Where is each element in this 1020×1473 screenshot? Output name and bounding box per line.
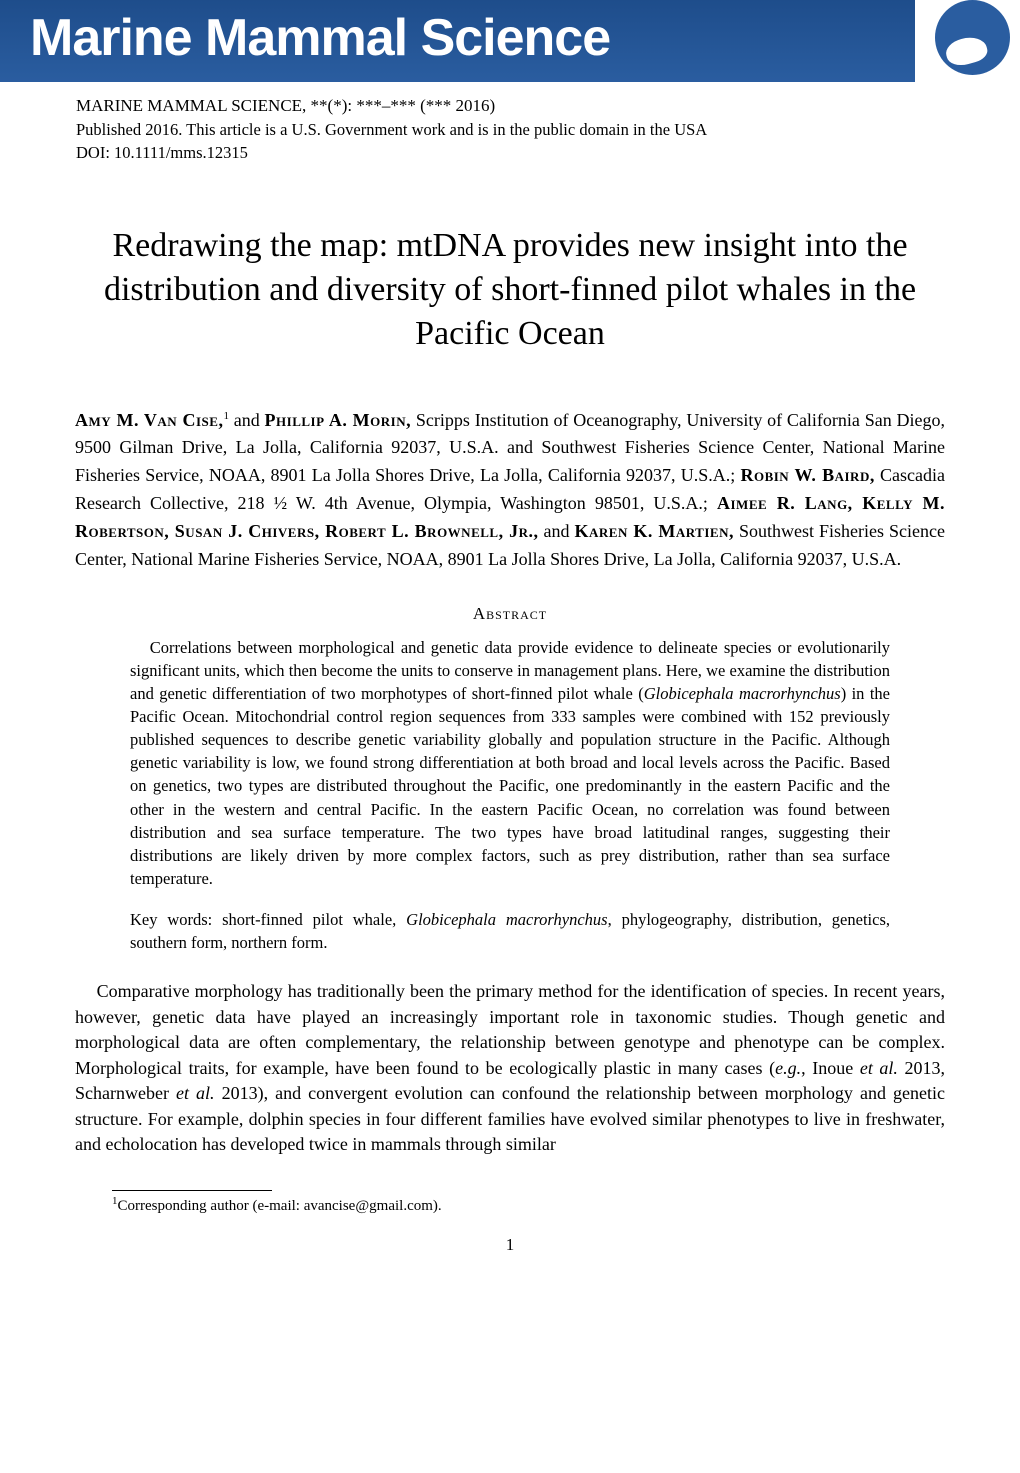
publication-meta: MARINE MAMMAL SCIENCE, **(*): ***–*** (*… [0,82,1020,164]
keywords-label: Key words: short-finned pilot whale, [130,910,406,929]
article-title: Redrawing the map: mtDNA provides new in… [0,164,1020,387]
body-paragraph-1: Comparative morphology has traditionally… [0,954,1020,1158]
authors-block: Amy M. Van Cise,1 and Phillip A. Morin, … [0,387,1020,574]
etal-1: et al. [860,1058,898,1078]
species-name-1: Globicephala macrorhynchus [644,684,841,703]
publication-note: Published 2016. This article is a U.S. G… [76,118,944,141]
banner-title-box: Marine Mammal Science [0,0,915,82]
author-8: Karen K. Martien, [575,521,734,541]
abstract-heading: Abstract [0,574,1020,636]
doi-line: DOI: 10.1111/mms.12315 [76,141,944,164]
author-3: Robin W. Baird, [740,465,874,485]
abstract-text-post: ) in the Pacific Ocean. Mitochondrial co… [130,684,890,888]
author-2: Phillip A. Morin, [265,410,412,430]
journal-name: Marine Mammal Science [30,9,610,67]
footnote-text: Corresponding author (e-mail: avancise@g… [118,1198,442,1214]
eg-italic: e.g. [775,1058,801,1078]
corresponding-author-footnote: 1Corresponding author (e-mail: avancise@… [0,1191,1020,1215]
journal-logo-icon [935,0,1010,75]
keywords-block: Key words: short-finned pilot whale, Glo… [0,890,1020,954]
author-1: Amy M. Van Cise, [75,410,223,430]
citation-line: MARINE MAMMAL SCIENCE, **(*): ***–*** (*… [76,94,944,118]
etal-2: et al. [176,1083,215,1103]
page-number: 1 [0,1215,1020,1285]
body-text-b: , Inoue [801,1058,860,1078]
conj-and-2: and [538,521,574,541]
species-name-2: Globicephala macrorhynchus [406,910,607,929]
journal-banner: Marine Mammal Science [0,0,1020,82]
conj-and-1: and [229,410,265,430]
abstract-body: Correlations between morphological and g… [0,636,1020,890]
